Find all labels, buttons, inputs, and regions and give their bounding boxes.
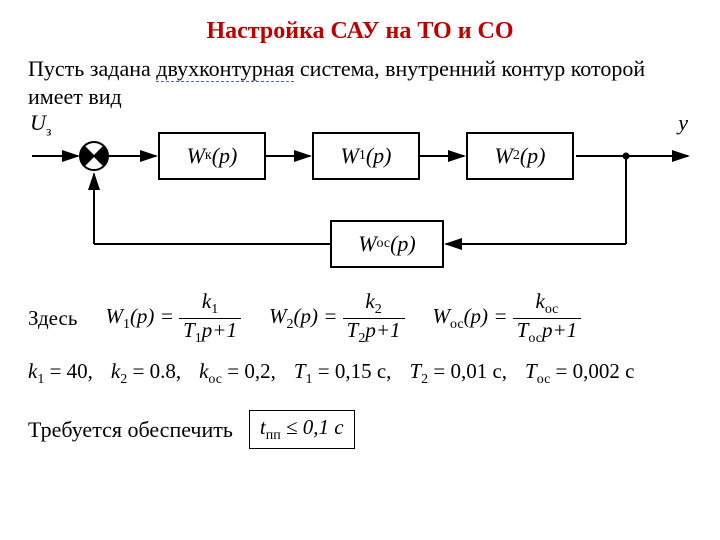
here-label: Здесь [28,306,77,331]
param-koc: kос = 0,2, [199,359,276,388]
intro-dashed: двухконтурная [156,56,294,82]
param-k1: k1 = 40, [28,359,93,388]
block-wk: Wк(p) [158,132,266,180]
block-w2: W2(p) [466,132,574,180]
param-t1: T1 = 0,15 с, [294,359,392,388]
page-title: Настройка САУ на ТО и СО [28,18,692,45]
param-k2: k2 = 0.8, [111,359,181,388]
block-diagram: Uз y Wк(p) W1(p) W [28,116,692,286]
intro-pre: Пусть задана [28,56,156,81]
block-woc: Wос(p) [330,220,444,268]
block-w1: W1(p) [312,132,420,180]
transfer-functions-row: Здесь W1(p) = k1 T1p+1 W2(p) = k2 T2p+1 … [28,290,692,347]
param-toc: Tос = 0,002 с [525,359,634,388]
requirement-box: tпп ≤ 0,1 с [249,410,355,449]
param-t2: T2 = 0,01 с, [409,359,507,388]
tf-w1: W1(p) = k1 T1p+1 [105,290,241,347]
tf-woc: Wос(p) = kос Tосp+1 [433,290,582,347]
requirement-row: Требуется обеспечить tпп ≤ 0,1 с [28,410,692,449]
requirement-label: Требуется обеспечить [28,417,233,443]
parameters-row: k1 = 40, k2 = 0.8, kос = 0,2, T1 = 0,15 … [28,359,692,388]
tf-w2: W2(p) = k2 T2p+1 [269,290,405,347]
intro-text: Пусть задана двухконтурная система, внут… [28,55,692,110]
